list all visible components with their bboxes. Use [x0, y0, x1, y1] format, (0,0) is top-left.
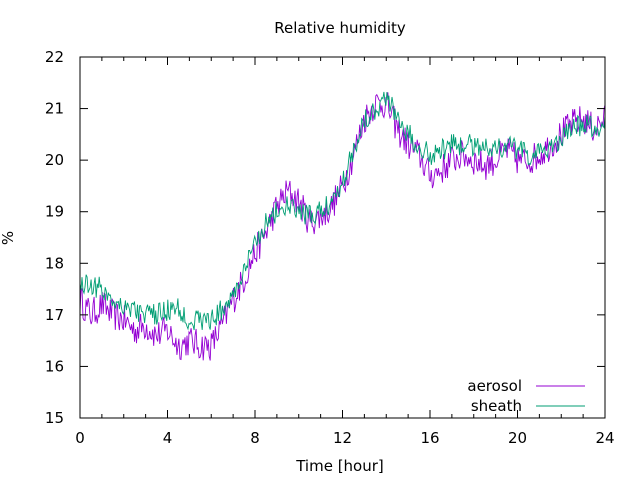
x-axis-label: Time [hour] — [295, 457, 384, 475]
y-tick-label: 20 — [45, 151, 64, 169]
y-tick-label: 21 — [45, 100, 64, 118]
y-tick-label: 17 — [45, 306, 64, 324]
x-tick-label: 20 — [508, 429, 527, 447]
x-tick-label: 16 — [420, 429, 439, 447]
legend-label-sheath: sheath — [471, 397, 522, 415]
y-tick-label: 16 — [45, 357, 64, 375]
axis-ticks: 0 4 8 12 16 20 24 15 16 17 18 19 20 21 22 — [45, 48, 615, 447]
x-tick-label: 0 — [75, 429, 85, 447]
y-tick-label: 15 — [45, 409, 64, 427]
y-tick-label: 18 — [45, 254, 64, 272]
legend-label-aerosol: aerosol — [467, 377, 522, 395]
plot-frame — [79, 56, 606, 419]
series-line-sheath — [79, 91, 606, 331]
x-tick-label: 24 — [595, 429, 614, 447]
y-axis-label: % — [0, 231, 17, 245]
legend: aerosol sheath — [467, 377, 585, 415]
y-tick-label: 19 — [45, 203, 64, 221]
x-tick-label: 12 — [333, 429, 352, 447]
series-line-aerosol — [79, 92, 606, 361]
chart-title: Relative humidity — [274, 19, 406, 37]
plot-area — [79, 91, 606, 361]
x-tick-label: 4 — [163, 429, 173, 447]
x-tick-label: 8 — [250, 429, 260, 447]
y-tick-label: 22 — [45, 48, 64, 66]
